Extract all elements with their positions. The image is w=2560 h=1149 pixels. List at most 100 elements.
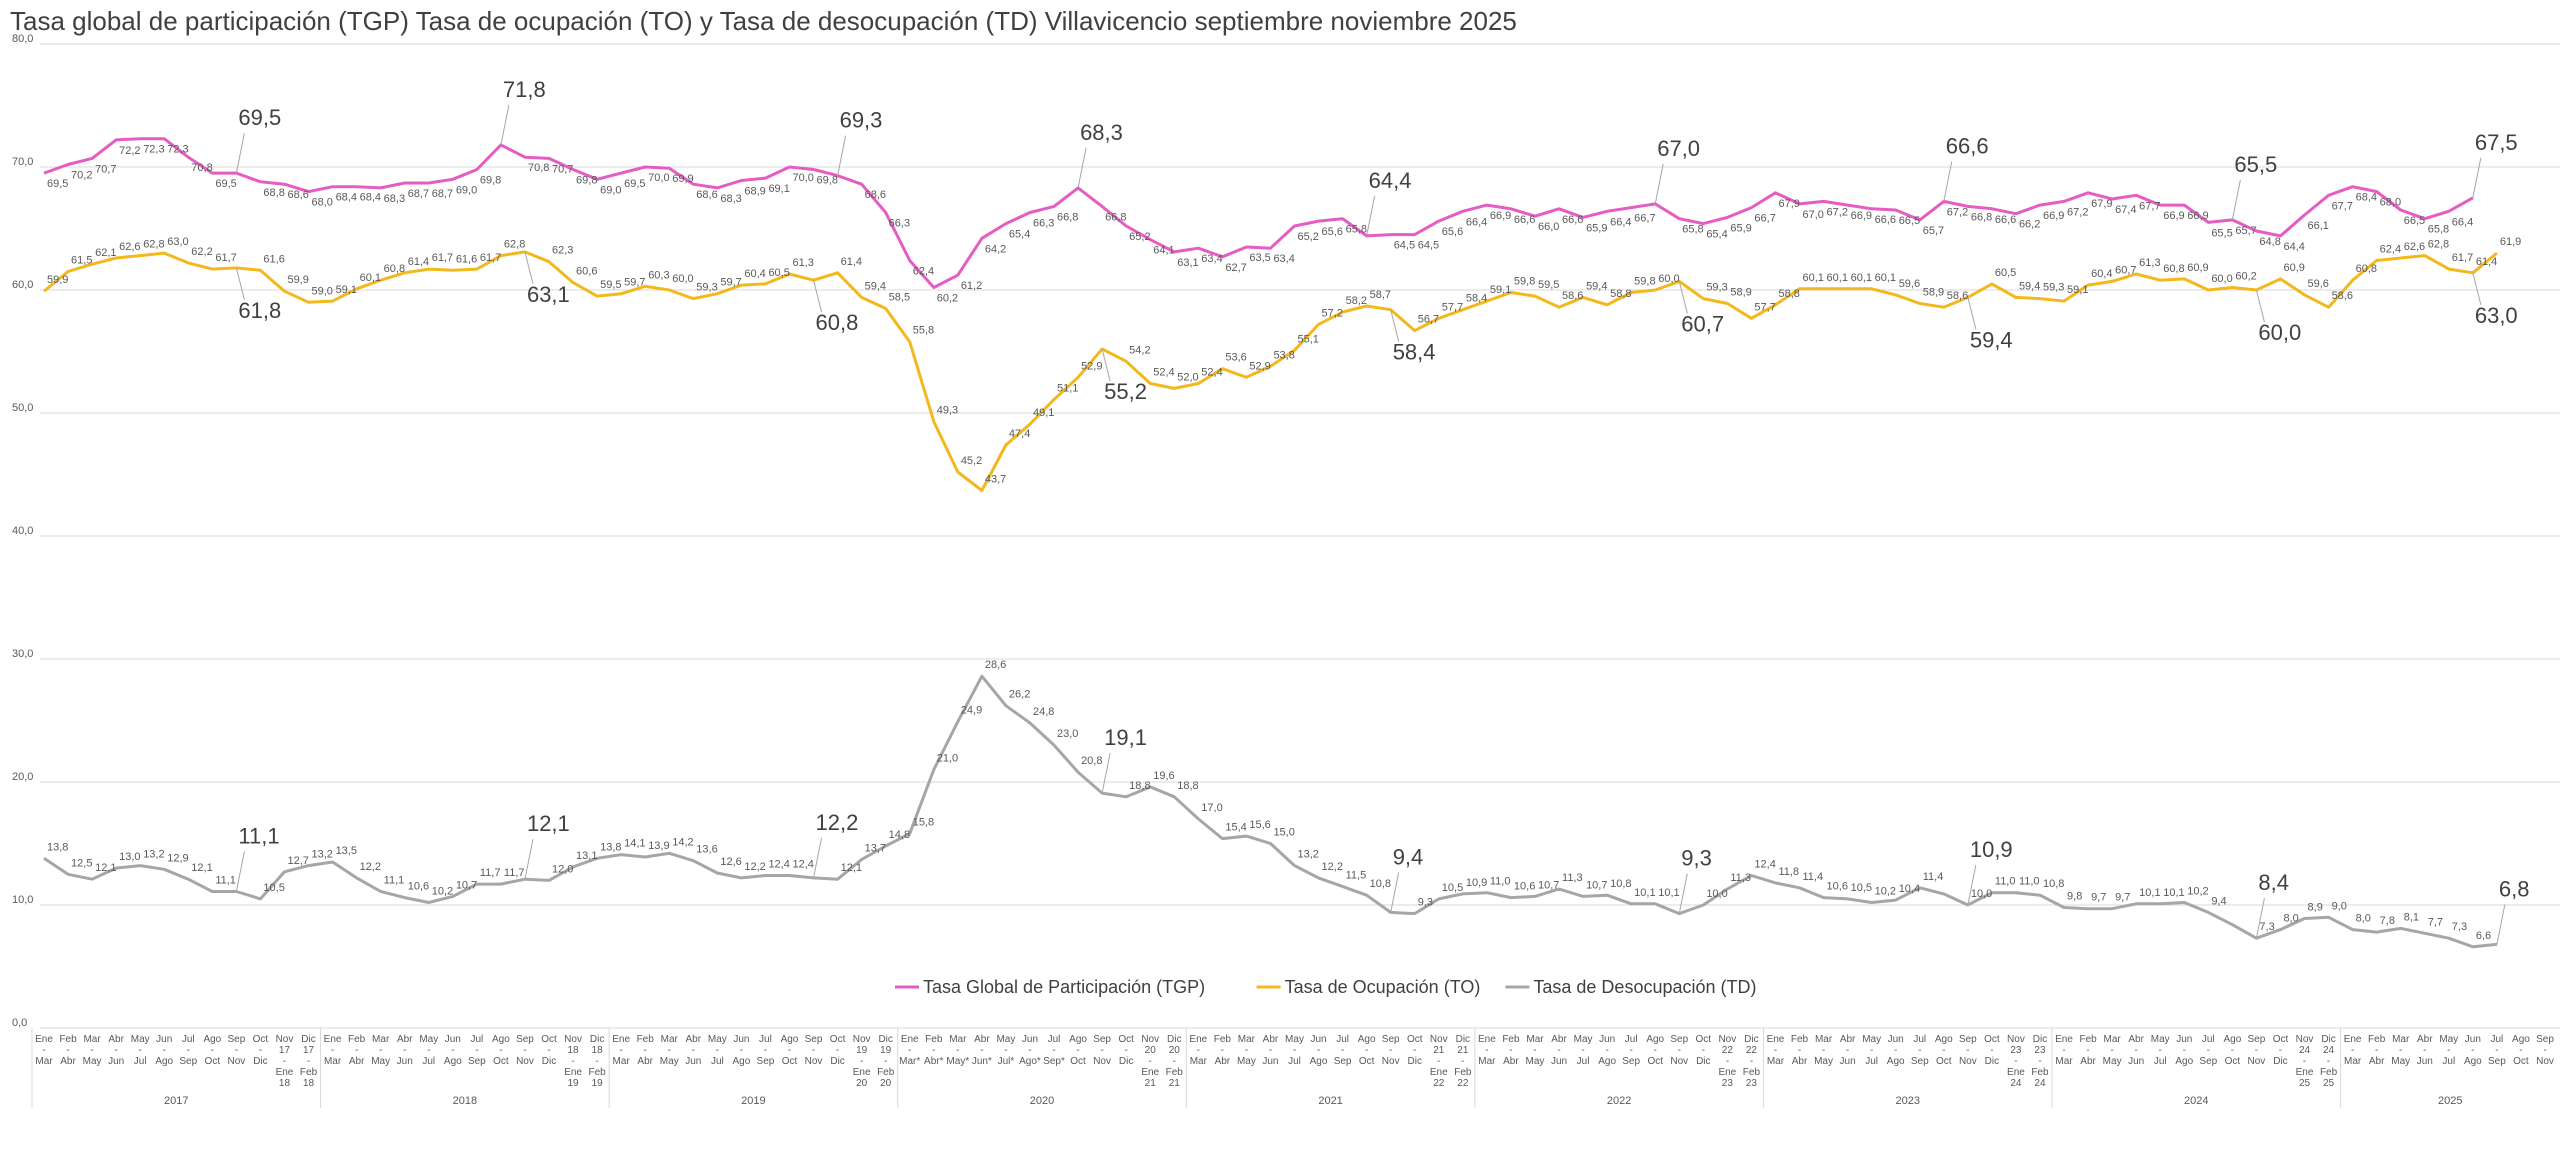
data-label: 13,0 [119, 851, 140, 863]
data-label: 65,8 [1346, 224, 1367, 236]
x-tick-label: Ago -Oct [1069, 1034, 1087, 1067]
x-tick-label: Jul -Sep* [1043, 1034, 1065, 1067]
x-tick-label: Nov 17 -Ene 18 [276, 1034, 294, 1089]
x-tick-label: Dic 22 -Feb 23 [1743, 1034, 1761, 1089]
data-label: 23,0 [1057, 728, 1078, 740]
x-tick-label: Ene -Mar [2055, 1034, 2073, 1067]
data-label: 65,9 [1586, 222, 1607, 234]
x-tick-label: Jun -Ago [1887, 1034, 1905, 1067]
data-label: 60,9 [2283, 262, 2304, 274]
year-label: 2019 [741, 1095, 765, 1107]
data-label: 11,5 [1346, 870, 1367, 882]
x-tick-label: Mar -May [1814, 1034, 1833, 1067]
x-tick-label: Abr -Jun* [972, 1034, 992, 1067]
data-label: 51,1 [1057, 382, 1078, 394]
x-tick-label: Jul -Sep [1334, 1034, 1352, 1067]
data-label: 65,8 [2428, 224, 2449, 236]
data-label: 60,0 [672, 273, 693, 285]
x-tick-label: Jun -Ago [2464, 1034, 2482, 1067]
data-label: 61,6 [456, 253, 477, 265]
data-label: 64,8 [2259, 236, 2280, 248]
data-label: 68,3 [720, 193, 741, 205]
leader-line [2472, 272, 2482, 305]
leader-line [1366, 195, 1376, 236]
data-label: 13,6 [696, 844, 717, 856]
x-tick-label: May -Jul [2151, 1034, 2170, 1067]
highlight-label: 60,7 [1681, 311, 1724, 336]
data-label: 14,8 [889, 829, 910, 841]
x-tick-label: Nov 19 -Ene 20 [853, 1034, 871, 1089]
data-label: 65,4 [1009, 229, 1030, 241]
data-label: 10,8 [1610, 878, 1631, 890]
data-label: 21,0 [937, 753, 958, 765]
data-label: 60,4 [744, 268, 765, 280]
data-label: 66,8 [1971, 211, 1992, 223]
x-tick-label: Sep -Nov [2248, 1034, 2266, 1067]
data-label: 58,6 [1562, 290, 1583, 302]
data-label: 7,7 [2428, 916, 2443, 928]
highlight-label: 9,4 [1393, 844, 1424, 869]
data-label: 15,6 [1249, 819, 1270, 831]
data-label: 10,5 [1851, 882, 1872, 894]
x-tick-label: Mar -May [1237, 1034, 1256, 1067]
data-label: 7,8 [2380, 915, 2395, 927]
x-tick-label: Feb -Abr [59, 1034, 77, 1067]
x-tick-label: Ene -Mar [35, 1034, 53, 1067]
legend-label: Tasa de Ocupación (TO) [1285, 977, 1481, 997]
data-label: 14,1 [624, 838, 645, 850]
data-label: 59,6 [1899, 278, 1920, 290]
data-label: 12,2 [360, 861, 381, 873]
x-tick-label: Dic 21 -Feb 22 [1454, 1034, 1472, 1089]
highlight-label: 60,0 [2258, 320, 2301, 345]
x-tick-label: Ago -Oct [2512, 1034, 2530, 1067]
data-label: 59,7 [720, 277, 741, 289]
data-label: 61,2 [961, 280, 982, 292]
data-label: 10,7 [1538, 879, 1559, 891]
data-label: 52,0 [1177, 371, 1198, 383]
data-label: 67,0 [1803, 209, 1824, 221]
data-label: 66,9 [2163, 210, 2184, 222]
data-label: 66,6 [1875, 214, 1896, 226]
data-label: 18,8 [1177, 780, 1198, 792]
data-label: 60,1 [1803, 272, 1824, 284]
data-label: 67,2 [1947, 206, 1968, 218]
x-tick-label: Abr -Jun [1551, 1034, 1568, 1067]
data-label: 61,4 [408, 256, 429, 268]
data-label: 72,2 [119, 145, 140, 157]
x-tick-label: May -Jul [2439, 1034, 2458, 1067]
x-tick-label: Jul -Sep [1911, 1034, 1929, 1067]
x-tick-label: Mar -May [1526, 1034, 1545, 1067]
data-label: 66,5 [1899, 215, 1920, 227]
data-label: 67,4 [2115, 204, 2136, 216]
x-tick-label: Oct -Dic [1118, 1034, 1134, 1067]
data-label: 67,2 [1827, 206, 1848, 218]
leader-line [2496, 904, 2506, 945]
leader-line [2231, 179, 2241, 220]
data-label: 66,8 [1105, 211, 1126, 223]
data-label: 60,3 [648, 269, 669, 281]
x-tick-label: Mar -May [660, 1034, 679, 1067]
data-label: 53,8 [1273, 349, 1294, 361]
highlight-label: 67,5 [2475, 130, 2518, 155]
data-label: 15,8 [913, 817, 934, 829]
data-label: 12,4 [768, 858, 789, 870]
data-label: 12,1 [95, 862, 116, 874]
data-label: 66,9 [1490, 210, 1511, 222]
data-label: 60,8 [2163, 263, 2184, 275]
x-tick-label: Ago -Oct [1646, 1034, 1664, 1067]
leader-line [2255, 898, 2265, 939]
data-label: 60,7 [2115, 264, 2136, 276]
data-label: 12,4 [792, 858, 813, 870]
data-label: 62,8 [504, 239, 525, 251]
x-tick-label: Jun -Ago [155, 1034, 173, 1067]
leader-line [837, 135, 847, 176]
data-label: 63,5 [1249, 252, 1270, 264]
highlight-label: 65,5 [2234, 152, 2277, 177]
data-label: 58,5 [889, 291, 910, 303]
data-label: 58,7 [1370, 289, 1391, 301]
x-tick-label: Oct -Dic [253, 1034, 269, 1067]
data-label: 69,9 [672, 173, 693, 185]
data-label: 67,2 [2067, 206, 2088, 218]
x-tick-label: Jul -Sep [757, 1034, 775, 1067]
x-tick-label: Abr -Jun [1262, 1034, 1279, 1067]
